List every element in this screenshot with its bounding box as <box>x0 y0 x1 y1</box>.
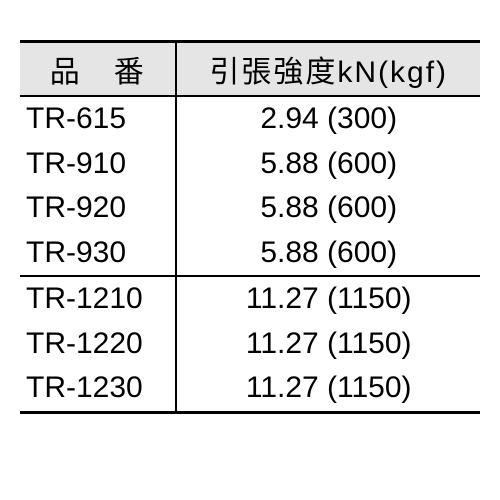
cell-tensile-strength: 11.27 (1150) <box>176 322 480 367</box>
cell-product-number: TR-615 <box>20 96 176 142</box>
cell-tensile-strength: 5.88 (600) <box>176 142 480 187</box>
cell-product-number: TR-1220 <box>20 322 176 367</box>
cell-tensile-strength: 11.27 (1150) <box>176 366 480 412</box>
table-row: TR-1210 11.27 (1150) <box>20 276 480 322</box>
table-container: 品 番 引張強度kN(kgf) TR-615 2.94 (300) TR-910… <box>0 0 500 454</box>
table-row: TR-615 2.94 (300) <box>20 96 480 142</box>
cell-tensile-strength: 5.88 (600) <box>176 231 480 277</box>
cell-product-number: TR-910 <box>20 142 176 187</box>
table-row: TR-1230 11.27 (1150) <box>20 366 480 412</box>
header-product-number: 品 番 <box>20 42 176 97</box>
table-header-row: 品 番 引張強度kN(kgf) <box>20 42 480 97</box>
cell-product-number: TR-920 <box>20 186 176 231</box>
table-row: TR-920 5.88 (600) <box>20 186 480 231</box>
cell-tensile-strength: 2.94 (300) <box>176 96 480 142</box>
cell-product-number: TR-1230 <box>20 366 176 412</box>
cell-tensile-strength: 5.88 (600) <box>176 186 480 231</box>
cell-product-number: TR-1210 <box>20 276 176 322</box>
table-row: TR-930 5.88 (600) <box>20 231 480 277</box>
table-row: TR-910 5.88 (600) <box>20 142 480 187</box>
header-tensile-strength: 引張強度kN(kgf) <box>176 42 480 97</box>
cell-tensile-strength: 11.27 (1150) <box>176 276 480 322</box>
tensile-strength-table: 品 番 引張強度kN(kgf) TR-615 2.94 (300) TR-910… <box>20 40 480 414</box>
cell-product-number: TR-930 <box>20 231 176 277</box>
table-row: TR-1220 11.27 (1150) <box>20 322 480 367</box>
